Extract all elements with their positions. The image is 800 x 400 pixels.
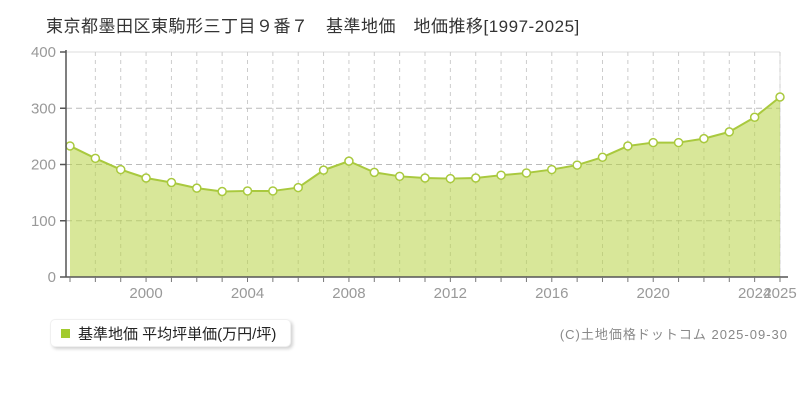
legend-series-marker-icon xyxy=(61,328,70,338)
x-axis-tick-label: 2012 xyxy=(434,285,467,302)
data-point-marker xyxy=(597,152,608,162)
data-point-marker xyxy=(344,156,354,166)
data-point-marker xyxy=(521,168,532,178)
series-area-fill xyxy=(70,97,780,277)
data-point-marker xyxy=(90,153,101,164)
x-axis-tick-label: 2000 xyxy=(129,285,162,302)
data-point-marker xyxy=(268,186,278,196)
data-point-marker xyxy=(623,141,633,151)
data-point-marker xyxy=(369,167,380,178)
x-axis-tick-label: 2025 xyxy=(763,285,796,302)
data-point-marker xyxy=(648,137,658,148)
legend-series-label: 基準地価 平均坪単価(万円/坪) xyxy=(78,325,277,343)
legend: 基準地価 平均坪単価(万円/坪) xyxy=(50,319,292,347)
data-point-marker xyxy=(572,160,582,170)
y-axis-tick-label: 0 xyxy=(48,269,56,286)
data-point-marker xyxy=(775,92,785,102)
data-point-marker xyxy=(166,177,177,188)
data-point-marker xyxy=(420,173,430,183)
y-axis-tick-label: 200 xyxy=(31,157,56,174)
x-axis-tick-label: 2024 xyxy=(738,285,771,302)
x-axis-tick-label: 2016 xyxy=(535,285,568,302)
data-point-marker xyxy=(141,173,151,183)
data-point-marker xyxy=(470,173,481,183)
data-point-marker xyxy=(547,164,557,175)
data-point-marker xyxy=(445,173,456,184)
data-point-marker xyxy=(496,170,506,180)
data-point-marker xyxy=(217,186,227,197)
y-axis-tick-label: 400 xyxy=(31,44,56,61)
x-axis-tick-label: 2004 xyxy=(231,285,264,302)
data-point-marker xyxy=(673,137,684,148)
data-point-marker xyxy=(749,112,760,122)
data-point-marker xyxy=(293,182,303,193)
data-point-marker xyxy=(699,133,709,144)
price-trend-area-chart: 0 100 200 300 400 2000 2004 2008 2012 2016 2020 202… xyxy=(31,44,797,302)
data-point-marker xyxy=(65,141,75,151)
copyright-text: (C)土地価格ドットコム 2025-09-30 xyxy=(559,327,788,342)
y-axis-tick-label: 300 xyxy=(31,100,56,117)
data-point-marker xyxy=(192,183,202,193)
page-title: 東京都墨田区東駒形三丁目９番７ 基準地価 地価推移[1997-2025] xyxy=(46,17,580,36)
data-point-marker xyxy=(242,186,253,196)
x-axis-tick-label: 2008 xyxy=(332,285,365,302)
data-point-marker xyxy=(318,165,329,175)
data-point-marker xyxy=(394,171,405,182)
x-axis-tick-label: 2020 xyxy=(637,285,670,302)
data-point-marker xyxy=(724,127,735,137)
y-axis-tick-label: 100 xyxy=(31,213,56,230)
data-point-marker xyxy=(115,164,126,175)
